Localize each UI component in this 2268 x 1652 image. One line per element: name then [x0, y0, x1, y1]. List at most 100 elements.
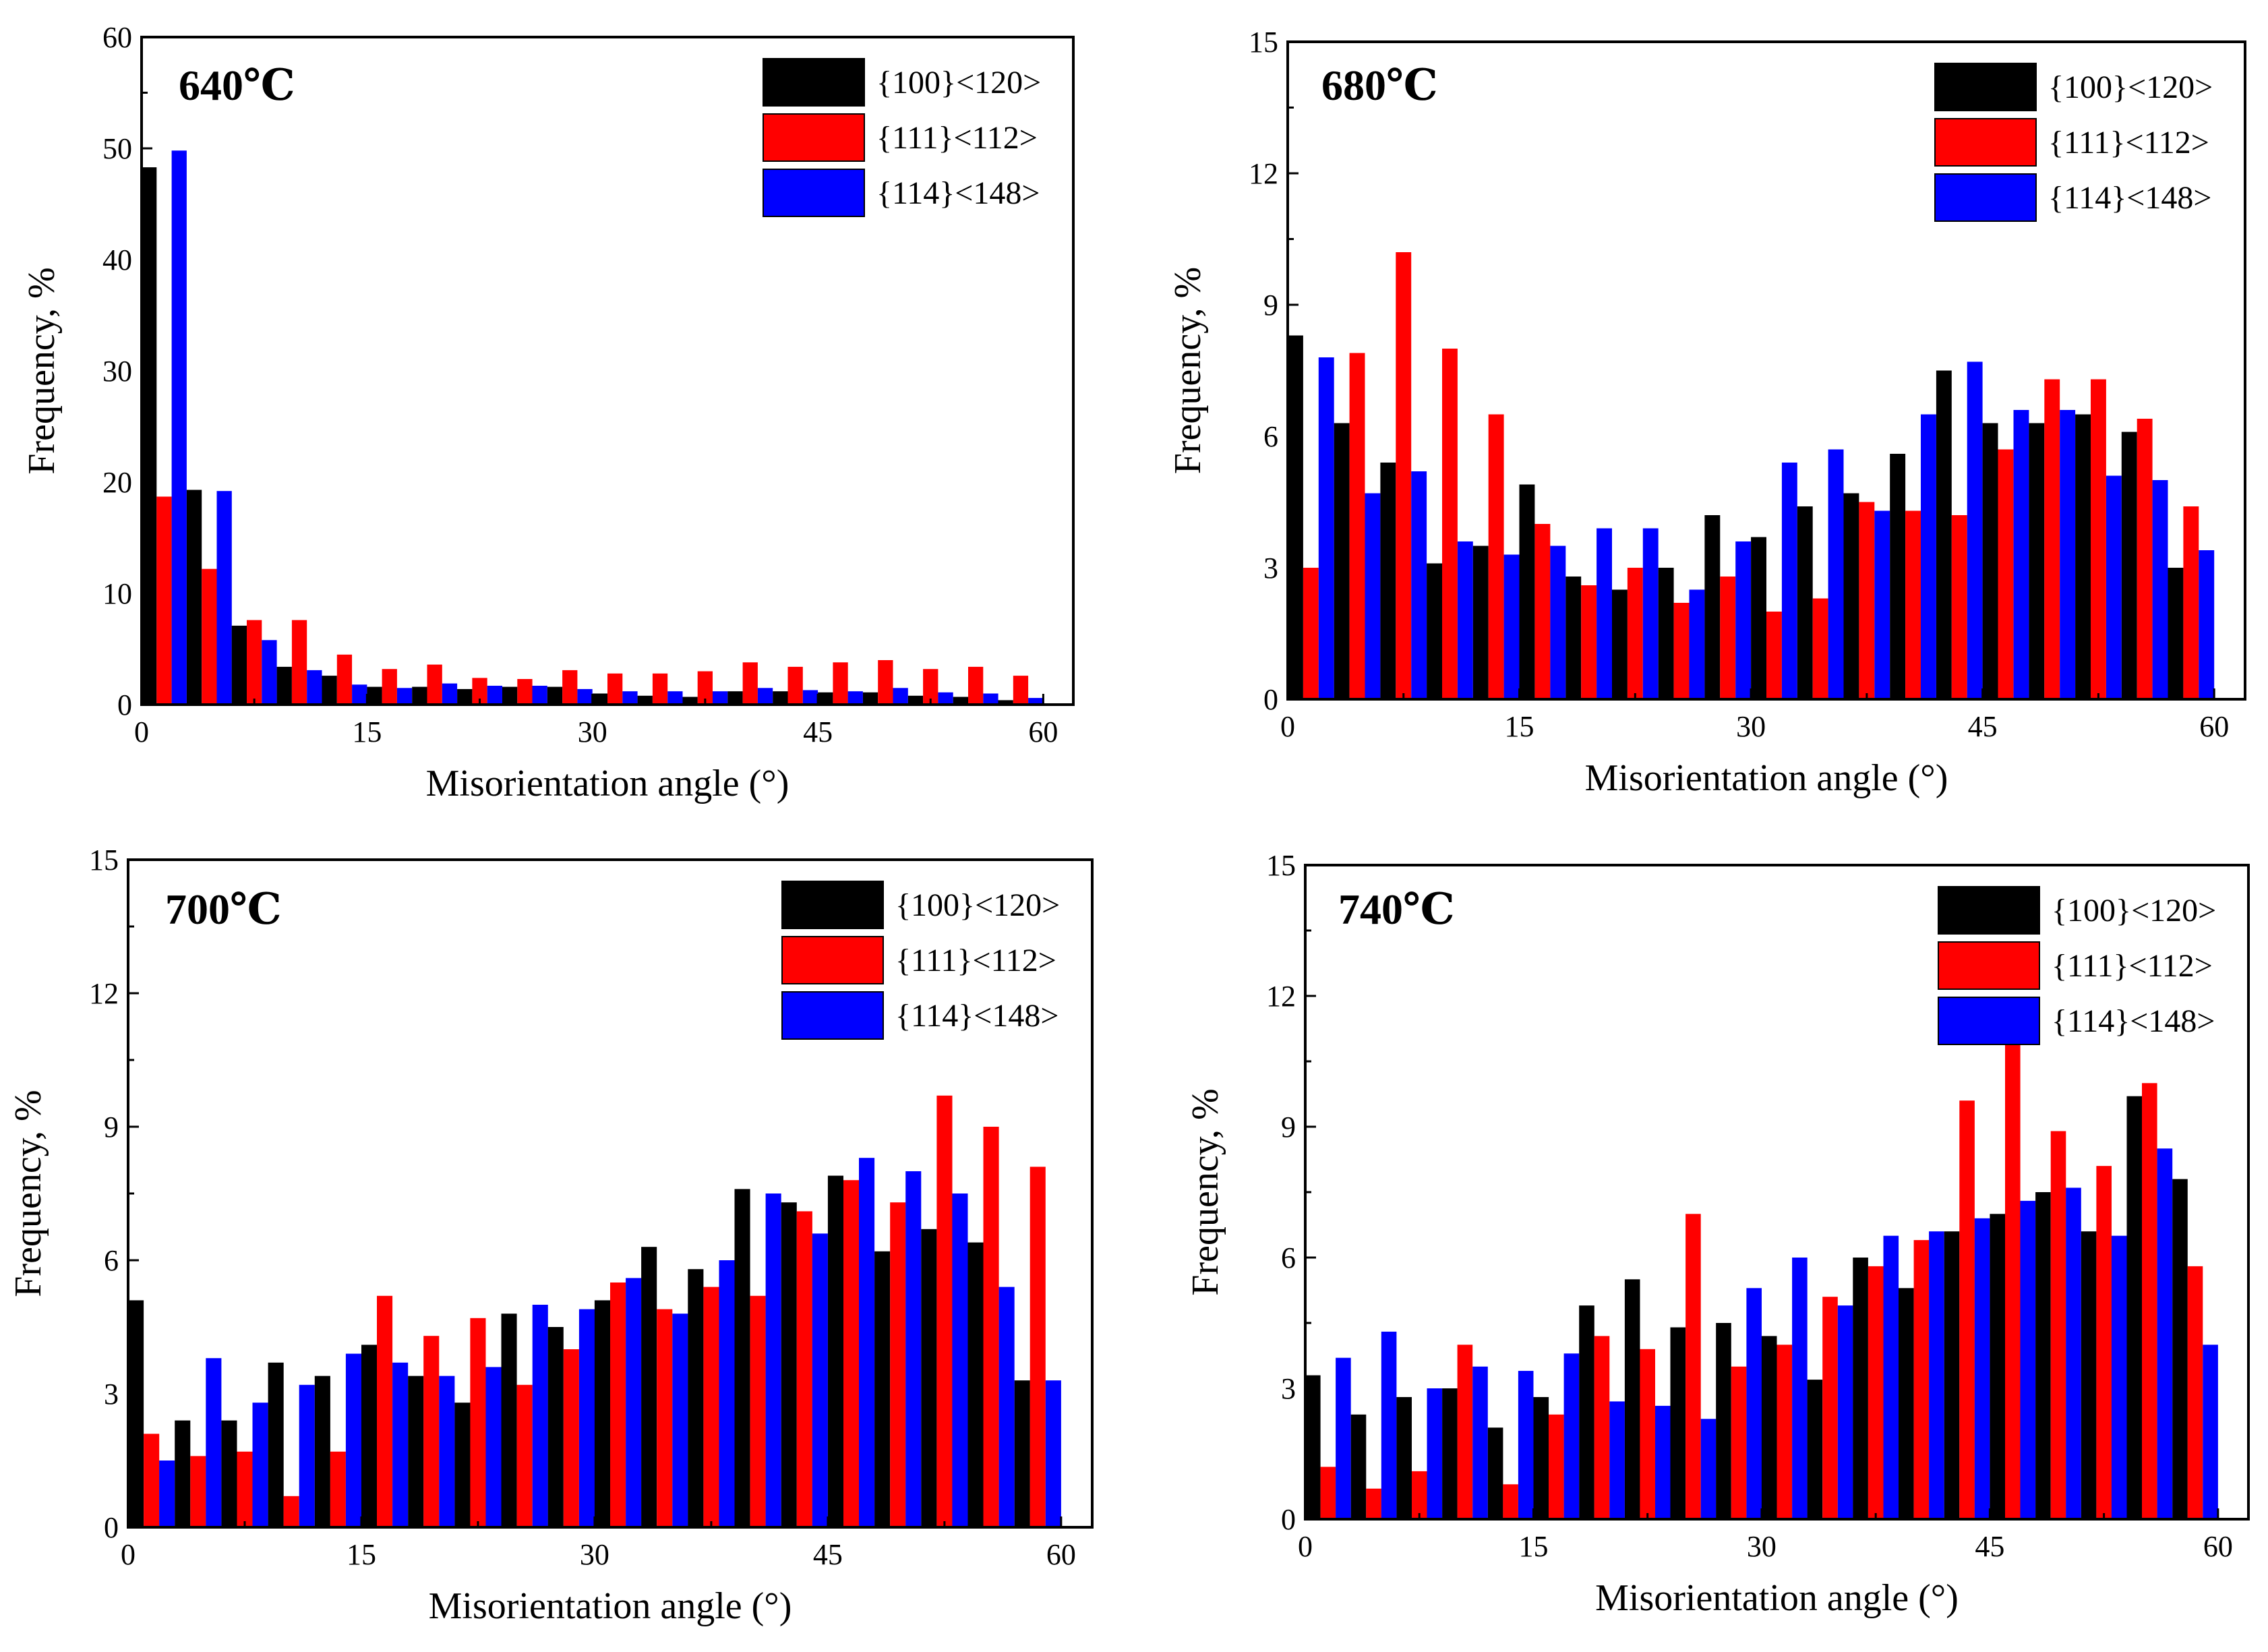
bar-3-s2-6 — [1609, 1401, 1625, 1519]
bar-1-s0-3 — [1427, 563, 1442, 699]
bar-3-s0-11 — [1807, 1380, 1823, 1519]
bar-2-s0-0 — [128, 1300, 144, 1527]
bar-0-s0-4 — [322, 676, 337, 705]
ytick-label-2-2: 6 — [104, 1244, 119, 1277]
bar-3-s2-16 — [2066, 1187, 2081, 1519]
bar-2-s2-16 — [905, 1171, 922, 1527]
bar-0-s0-5 — [367, 686, 382, 705]
bar-0-s2-17 — [938, 692, 953, 705]
bar-3-s0-8 — [1670, 1327, 1686, 1519]
bar-3-s1-9 — [1731, 1366, 1747, 1519]
legend-label-0-0: {100}<120> — [876, 65, 1041, 100]
x-axis-title-3: Misorientation angle (°) — [1595, 1577, 1959, 1619]
bar-3-s1-10 — [1777, 1345, 1793, 1519]
bar-3-s2-5 — [1563, 1353, 1580, 1519]
bar-0-s1-6 — [427, 664, 442, 705]
bar-2-s1-7 — [470, 1318, 486, 1527]
ytick-label-1-0: 0 — [1263, 683, 1278, 716]
bar-1-s1-19 — [2183, 506, 2199, 699]
bar-0-s1-18 — [968, 666, 984, 705]
bar-0-s1-2 — [247, 620, 262, 705]
bar-3-s1-7 — [1640, 1349, 1655, 1519]
xtick-label-3-4: 60 — [2203, 1530, 2233, 1563]
bar-1-s1-3 — [1442, 349, 1458, 699]
xtick-label-3-1: 15 — [1518, 1530, 1548, 1563]
bar-3-s0-6 — [1579, 1305, 1594, 1519]
xtick-label-1-4: 60 — [2199, 710, 2229, 743]
bar-1-s1-10 — [1766, 612, 1782, 699]
bar-3-s0-10 — [1761, 1336, 1777, 1519]
bar-0-s0-9 — [547, 686, 563, 705]
bar-2-s2-1 — [206, 1358, 222, 1527]
bar-2-s0-8 — [501, 1314, 517, 1527]
bar-2-s0-7 — [454, 1403, 471, 1527]
bar-2-s1-17 — [936, 1095, 953, 1527]
bar-3-s1-1 — [1366, 1488, 1381, 1519]
bar-0-s1-9 — [562, 670, 578, 705]
bar-1-s2-5 — [1550, 545, 1566, 699]
bar-2-s1-4 — [330, 1451, 346, 1527]
bar-3-s2-8 — [1700, 1419, 1717, 1519]
bar-3-s2-14 — [1974, 1218, 1990, 1519]
bar-2-s1-0 — [144, 1434, 160, 1527]
bar-0-s1-12 — [697, 671, 713, 705]
bar-0-s1-5 — [382, 669, 397, 705]
bar-1-s2-14 — [1967, 361, 1983, 699]
bar-0-s1-8 — [517, 679, 533, 705]
bar-1-s0-5 — [1519, 484, 1535, 699]
ytick-label-0-0: 0 — [117, 688, 132, 721]
bar-0-s0-17 — [907, 695, 924, 705]
bar-1-s0-7 — [1612, 589, 1628, 699]
xtick-label-0-2: 30 — [578, 715, 607, 748]
panel-label-3: 740℃ — [1338, 885, 1455, 933]
bar-2-s1-9 — [563, 1349, 579, 1527]
bar-0-s2-15 — [847, 691, 863, 705]
bar-3-s1-3 — [1457, 1345, 1473, 1519]
bar-0-s0-14 — [773, 691, 788, 705]
bar-1-s2-19 — [2199, 550, 2215, 699]
bar-3-s1-0 — [1320, 1467, 1336, 1519]
bar-2-s2-3 — [299, 1384, 315, 1527]
bar-1-s0-9 — [1704, 515, 1721, 699]
bar-2-s2-7 — [485, 1367, 502, 1527]
bar-1-s2-10 — [1781, 463, 1797, 699]
bar-0-s1-16 — [878, 660, 893, 705]
bar-0-s1-14 — [787, 666, 803, 705]
bar-3-s2-2 — [1427, 1388, 1443, 1519]
bar-1-s2-9 — [1735, 541, 1752, 699]
bar-3-s1-15 — [2005, 1044, 2021, 1519]
bar-1-s2-12 — [1874, 510, 1890, 699]
bar-1-s0-6 — [1565, 577, 1582, 699]
bar-1-s2-18 — [2152, 480, 2168, 699]
bar-2-s2-15 — [859, 1158, 875, 1527]
bar-1-s0-13 — [1890, 454, 1906, 699]
bar-2-s1-10 — [610, 1282, 626, 1527]
legend-swatch-0-1 — [763, 113, 865, 162]
bar-0-s1-17 — [923, 669, 938, 705]
bar-0-s0-7 — [457, 688, 473, 705]
bar-0-s1-15 — [833, 662, 848, 705]
y-axis-title-2: Frequency, % — [7, 1090, 49, 1297]
xtick-label-2-4: 60 — [1046, 1538, 1076, 1571]
bar-3-s1-19 — [2187, 1266, 2203, 1519]
bar-0-s2-18 — [983, 693, 998, 705]
ytick-label-3-5: 15 — [1266, 849, 1296, 882]
bar-2-s0-2 — [221, 1420, 237, 1527]
bar-0-s0-8 — [502, 686, 518, 705]
bar-1-s0-11 — [1797, 506, 1813, 699]
bar-1-s2-7 — [1642, 528, 1659, 699]
bar-1-s0-1 — [1334, 423, 1350, 699]
xtick-label-2-1: 15 — [347, 1538, 376, 1571]
bar-1-s1-6 — [1581, 585, 1597, 699]
legend-swatch-2-1 — [781, 936, 884, 984]
bar-2-s1-5 — [377, 1295, 393, 1527]
x-axis-title-0: Misorientation angle (°) — [426, 763, 789, 804]
bar-3-s2-18 — [2157, 1148, 2173, 1519]
legend-swatch-3-1 — [1938, 941, 2040, 990]
bar-2-s1-19 — [1029, 1167, 1046, 1527]
bar-0-s2-1 — [216, 491, 232, 705]
xtick-label-0-1: 15 — [352, 715, 382, 748]
bar-1-s1-2 — [1396, 252, 1412, 699]
bar-2-s1-6 — [423, 1336, 440, 1527]
ytick-label-0-5: 50 — [102, 132, 132, 165]
